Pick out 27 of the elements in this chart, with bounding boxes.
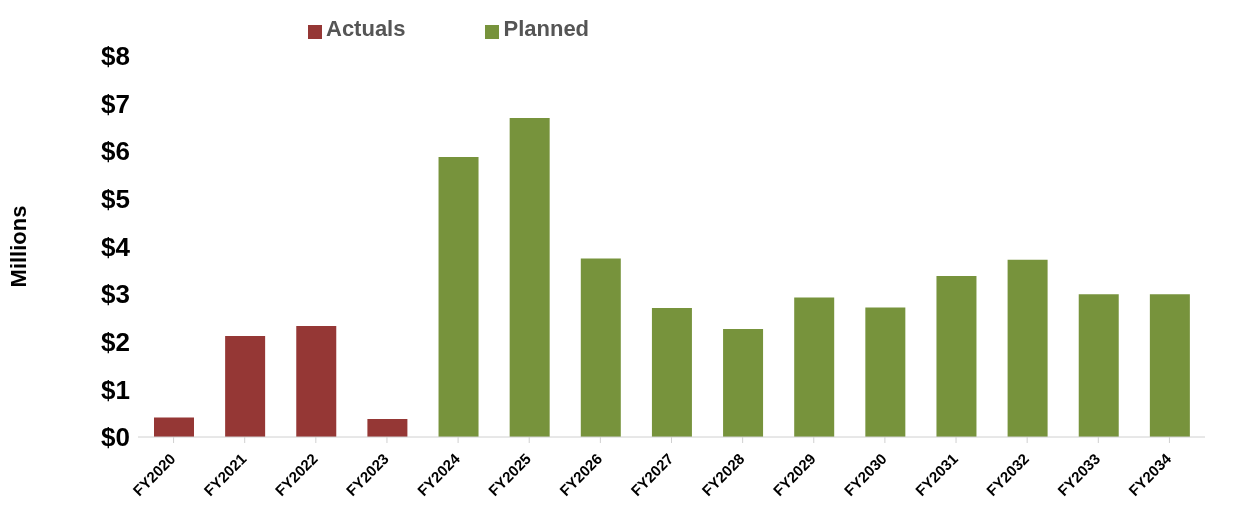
y-axis-title: Millions <box>5 205 31 288</box>
y-tick-label: $8 <box>101 41 130 72</box>
y-tick-label: $7 <box>101 88 130 119</box>
y-tick-label: $3 <box>101 279 130 310</box>
bar <box>936 276 977 437</box>
bar <box>651 307 692 437</box>
y-tick-label: $6 <box>101 136 130 167</box>
bar <box>580 258 621 437</box>
y-tick-label: $1 <box>101 374 130 405</box>
bar <box>1007 259 1048 437</box>
bar <box>865 307 906 437</box>
bar <box>438 156 479 437</box>
y-tick-label: $0 <box>101 422 130 453</box>
y-tick-label: $4 <box>101 231 131 262</box>
bar <box>1149 294 1190 437</box>
bar <box>154 417 194 437</box>
legend-label: Planned <box>503 16 590 41</box>
bar <box>1078 294 1119 437</box>
bar <box>509 117 550 437</box>
bar <box>367 418 408 437</box>
legend-label: Actuals <box>326 16 406 41</box>
bar <box>794 297 835 437</box>
bar <box>225 336 266 437</box>
y-tick-label: $5 <box>101 184 130 215</box>
bar <box>296 326 337 437</box>
bar <box>723 328 764 437</box>
y-tick-label: $2 <box>101 326 130 357</box>
